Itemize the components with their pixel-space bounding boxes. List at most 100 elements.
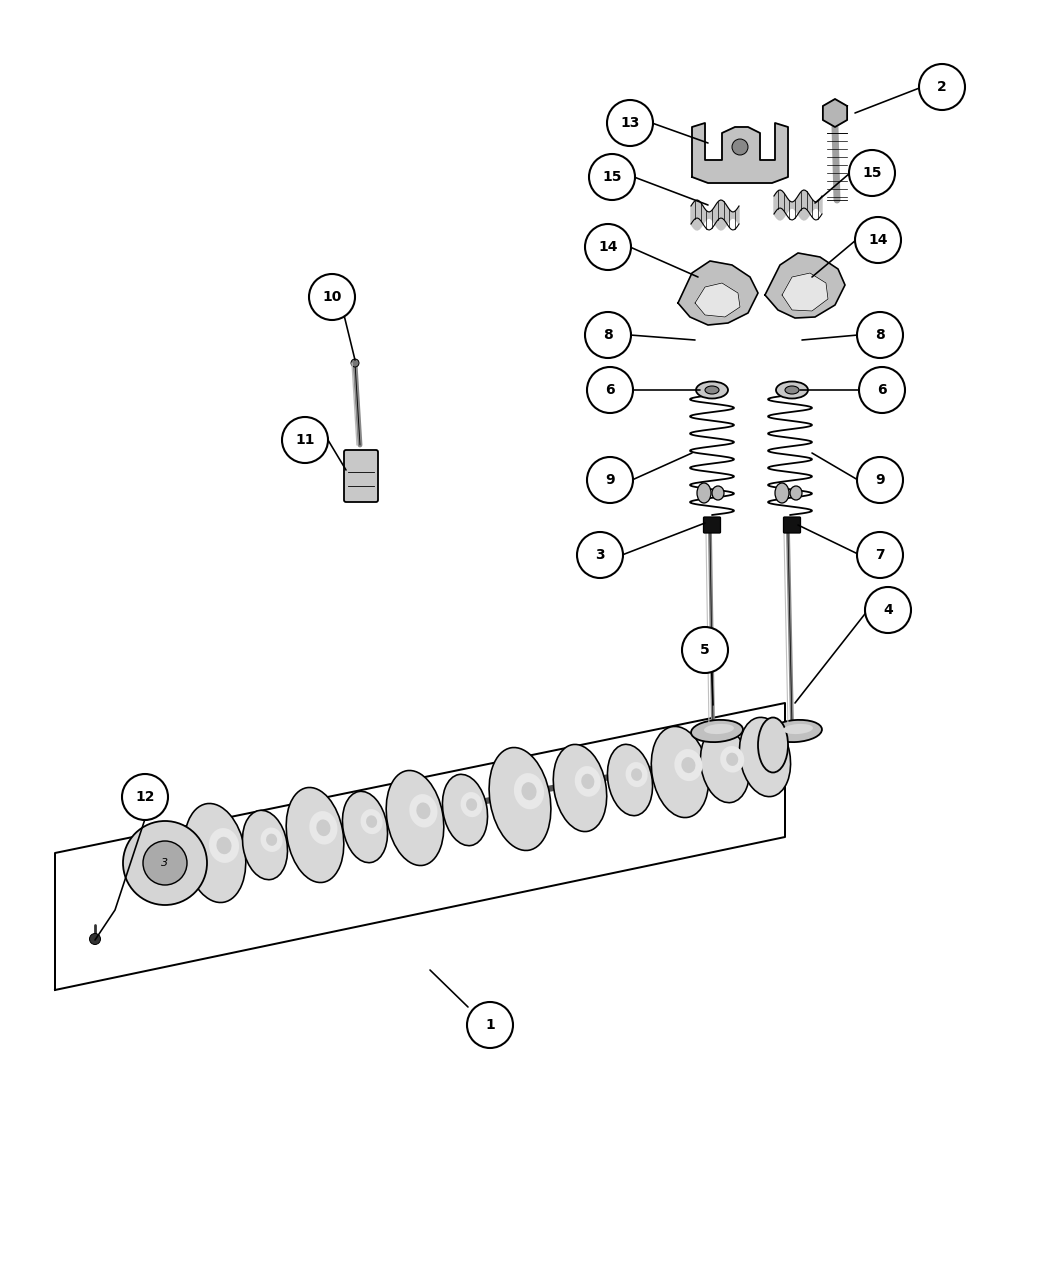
Ellipse shape	[574, 766, 601, 797]
Ellipse shape	[582, 774, 594, 789]
Ellipse shape	[681, 757, 695, 773]
Ellipse shape	[705, 724, 734, 734]
Circle shape	[865, 586, 911, 632]
Ellipse shape	[209, 827, 239, 863]
Ellipse shape	[243, 811, 288, 880]
Ellipse shape	[697, 483, 711, 504]
Ellipse shape	[790, 486, 802, 500]
Circle shape	[89, 933, 101, 945]
Polygon shape	[782, 273, 828, 311]
FancyBboxPatch shape	[344, 450, 378, 502]
Circle shape	[123, 821, 207, 905]
Circle shape	[682, 627, 728, 673]
Ellipse shape	[758, 718, 788, 773]
Ellipse shape	[785, 386, 799, 394]
Text: 4: 4	[883, 603, 892, 617]
Ellipse shape	[783, 724, 813, 734]
Circle shape	[122, 774, 168, 820]
Text: 5: 5	[700, 643, 710, 657]
Circle shape	[849, 150, 895, 196]
Ellipse shape	[386, 770, 444, 866]
Circle shape	[282, 417, 328, 463]
Ellipse shape	[366, 815, 377, 827]
Ellipse shape	[674, 748, 702, 782]
Ellipse shape	[316, 820, 331, 836]
Text: 2: 2	[937, 80, 947, 94]
Ellipse shape	[417, 802, 430, 819]
Text: 11: 11	[295, 434, 315, 448]
Text: 7: 7	[876, 548, 885, 562]
Text: 3: 3	[162, 858, 169, 868]
Ellipse shape	[631, 769, 643, 780]
Text: 6: 6	[605, 382, 615, 397]
Ellipse shape	[696, 381, 728, 399]
Ellipse shape	[216, 836, 232, 854]
Text: 9: 9	[876, 473, 885, 487]
Ellipse shape	[700, 727, 750, 803]
Ellipse shape	[266, 834, 277, 845]
Text: 13: 13	[621, 116, 639, 130]
Ellipse shape	[466, 798, 477, 811]
Circle shape	[589, 154, 635, 200]
Circle shape	[143, 842, 187, 885]
Circle shape	[857, 456, 903, 504]
Polygon shape	[823, 99, 847, 128]
Ellipse shape	[760, 737, 785, 765]
Circle shape	[919, 64, 965, 110]
Circle shape	[587, 367, 633, 413]
Circle shape	[578, 532, 623, 578]
Text: 9: 9	[605, 473, 615, 487]
Ellipse shape	[608, 745, 652, 816]
Ellipse shape	[513, 773, 544, 810]
Ellipse shape	[770, 720, 822, 742]
Text: 15: 15	[603, 170, 622, 184]
Text: 6: 6	[877, 382, 887, 397]
Ellipse shape	[775, 483, 789, 504]
Ellipse shape	[360, 810, 382, 834]
Circle shape	[857, 532, 903, 578]
Ellipse shape	[184, 803, 246, 903]
Polygon shape	[695, 283, 740, 317]
Ellipse shape	[626, 762, 648, 787]
Ellipse shape	[442, 774, 487, 845]
Circle shape	[859, 367, 905, 413]
Circle shape	[732, 139, 748, 156]
Text: 14: 14	[868, 233, 887, 247]
Ellipse shape	[489, 747, 551, 850]
Ellipse shape	[766, 745, 779, 757]
Polygon shape	[691, 200, 739, 230]
Text: 10: 10	[322, 289, 341, 303]
Ellipse shape	[712, 486, 724, 500]
Circle shape	[467, 1002, 513, 1048]
Text: 14: 14	[598, 240, 617, 254]
Circle shape	[351, 360, 359, 367]
Ellipse shape	[705, 386, 719, 394]
Text: 12: 12	[135, 790, 154, 805]
Circle shape	[585, 224, 631, 270]
Circle shape	[607, 99, 653, 147]
Ellipse shape	[727, 752, 738, 766]
Polygon shape	[678, 261, 758, 325]
Ellipse shape	[310, 811, 337, 844]
Ellipse shape	[776, 381, 809, 399]
Text: 8: 8	[875, 328, 885, 342]
Ellipse shape	[410, 794, 438, 827]
Ellipse shape	[522, 782, 537, 801]
Text: 3: 3	[595, 548, 605, 562]
Ellipse shape	[260, 827, 282, 852]
Circle shape	[855, 217, 901, 263]
Text: 15: 15	[862, 166, 882, 180]
Ellipse shape	[651, 727, 709, 817]
FancyBboxPatch shape	[783, 516, 800, 533]
Polygon shape	[765, 252, 845, 317]
Polygon shape	[774, 190, 822, 221]
Ellipse shape	[342, 792, 387, 863]
Circle shape	[857, 312, 903, 358]
FancyBboxPatch shape	[704, 516, 720, 533]
Text: 1: 1	[485, 1017, 495, 1031]
Circle shape	[585, 312, 631, 358]
Ellipse shape	[553, 745, 607, 831]
Circle shape	[309, 274, 355, 320]
Ellipse shape	[287, 788, 343, 882]
Ellipse shape	[720, 746, 744, 773]
